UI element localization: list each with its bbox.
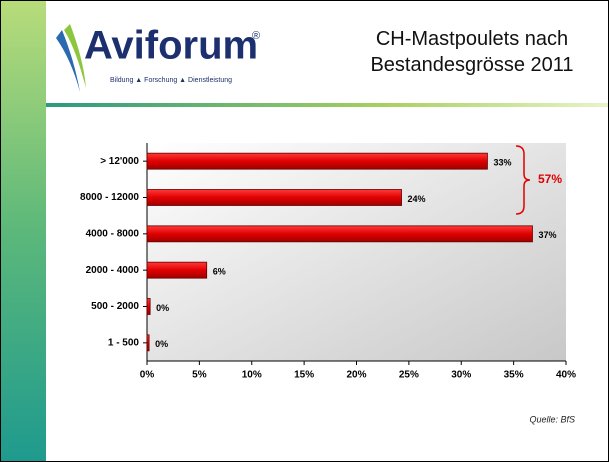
y-tick-label: 8000 - 12000 xyxy=(80,192,139,203)
x-tick-label: 5% xyxy=(192,370,207,381)
bar xyxy=(146,261,208,279)
x-tick-label: 35% xyxy=(504,370,524,381)
bracket xyxy=(515,145,531,215)
value-label: 0% xyxy=(156,303,169,313)
x-tick-label: 20% xyxy=(346,370,366,381)
y-tick-label: 2000 - 4000 xyxy=(86,265,140,276)
y-tick-label: > 12'000 xyxy=(100,156,139,167)
x-tick-label: 10% xyxy=(242,370,262,381)
value-label: 6% xyxy=(213,267,226,277)
bar xyxy=(146,189,402,206)
x-tick-label: 15% xyxy=(294,370,314,381)
logo-icon xyxy=(56,24,86,92)
slide-title: CH-Mastpoulets nach Bestandesgrösse 2011 xyxy=(370,28,573,76)
plot-area xyxy=(147,143,566,361)
logo-tagline: Bildung ▲ Forschung ▲ Dienstleistung xyxy=(110,77,232,84)
value-label: 37% xyxy=(538,230,556,240)
annotation: 57% xyxy=(538,172,562,186)
x-tick-label: 0% xyxy=(140,370,155,381)
x-tick-label: 25% xyxy=(399,370,419,381)
value-label: 0% xyxy=(155,339,168,349)
value-label: 33% xyxy=(493,158,511,168)
source: Quelle: BfS xyxy=(529,414,575,424)
value-label: 24% xyxy=(408,194,426,204)
logo-mark: ® xyxy=(252,30,260,42)
bar xyxy=(146,298,151,315)
x-tick-label: 40% xyxy=(556,370,576,381)
bar xyxy=(146,225,533,243)
logo-text: Aviforum xyxy=(84,24,258,68)
bar xyxy=(146,152,488,170)
y-tick-label: 4000 - 8000 xyxy=(86,228,140,239)
bar xyxy=(146,334,150,352)
x-tick-label: 30% xyxy=(451,370,471,381)
header-rule xyxy=(46,103,609,107)
y-tick-label: 500 - 2000 xyxy=(91,301,139,312)
y-tick-label: 1 - 500 xyxy=(108,337,140,348)
side-strip xyxy=(0,0,46,462)
